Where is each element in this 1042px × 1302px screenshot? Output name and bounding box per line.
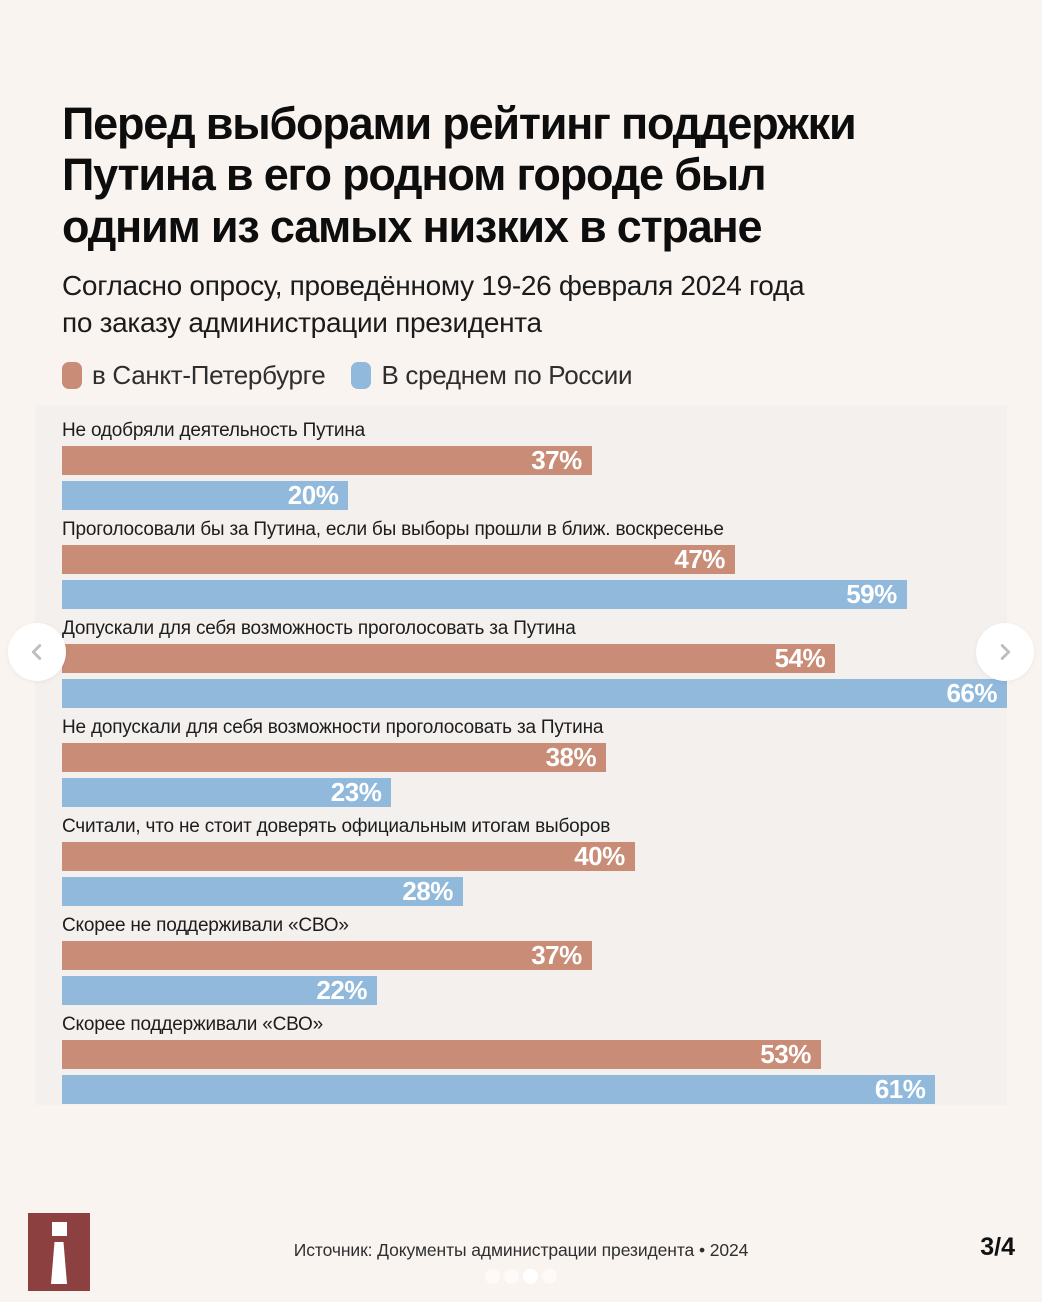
bar-value-label: 61%	[874, 1074, 926, 1104]
chart-row: Скорее поддерживали «СВО» 53% 61%	[62, 1015, 1007, 1104]
chart-row: Считали, что не стоит доверять официальн…	[62, 817, 1007, 906]
bar-value-label: 23%	[330, 777, 382, 807]
category-label: Проголосовали бы за Путина, если бы выбо…	[62, 519, 724, 540]
carousel-next-button[interactable]	[976, 623, 1034, 681]
legend-label-spb: в Санкт-Петербурге	[92, 360, 326, 390]
bar-value-label: 20%	[287, 480, 339, 510]
chart-panel: Не одобряли деятельность Путина 37% 20% Про…	[35, 405, 1007, 1105]
chart-legend: в Санкт-Петербурге В среднем по России	[62, 360, 633, 391]
bar-spb: 37%	[62, 446, 592, 475]
bar-value-label: 28%	[402, 876, 453, 906]
bar-russia: 28%	[62, 877, 463, 906]
bar-value-label: 37%	[531, 940, 582, 970]
chart-row: Проголосовали бы за Путина, если бы выбо…	[62, 520, 1007, 609]
category-label: Не допускали для себя возможности прогол…	[62, 717, 604, 738]
bar-value-label: 47%	[674, 544, 725, 574]
chevron-right-icon	[1000, 644, 1011, 660]
chart-row: Скорее не поддерживали «СВО» 37% 22%	[62, 916, 1007, 1005]
bar-value-label: 54%	[774, 643, 826, 673]
bar-russia: 23%	[62, 777, 392, 807]
bar-value-label: 40%	[574, 841, 625, 871]
bar-value-label: 37%	[531, 445, 582, 475]
legend-item-spb: в Санкт-Петербурге	[62, 360, 326, 391]
chart-rows: Не одобряли деятельность Путина 37% 20% Про…	[62, 421, 1007, 1104]
page-indicator: 3/4	[980, 1233, 1015, 1261]
bar-value-label: 53%	[760, 1039, 811, 1069]
bar-spb: 38%	[62, 742, 607, 772]
bar-value-label: 22%	[316, 975, 367, 1005]
title-line-2: Путина в его родном городе был	[62, 149, 767, 201]
bar-spb: 47%	[62, 545, 735, 574]
subtitle-line-1: Согласно опросу, проведённому 19-26 февр…	[62, 270, 805, 301]
bar-spb: 53%	[62, 1040, 821, 1069]
category-label: Допускали для себя возможность проголосо…	[62, 618, 576, 639]
bar-spb: 40%	[62, 842, 635, 871]
title-line-3: одним из самых низких в стране	[62, 200, 763, 252]
bar-russia: 66%	[62, 679, 1007, 708]
bar-spb: 37%	[62, 941, 592, 970]
istories-logo	[28, 1213, 90, 1291]
title-line-1: Перед выборами рейтинг поддержки	[62, 98, 857, 149]
carousel-dot-active	[523, 1269, 538, 1284]
category-label: Скорее поддерживали «СВО»	[62, 1014, 323, 1035]
logo-i-stem-icon	[51, 1242, 67, 1284]
legend-swatch-spb-icon	[62, 362, 82, 389]
category-label: Скорее не поддерживали «СВО»	[62, 915, 349, 936]
legend-label-russia: В среднем по России	[381, 360, 633, 390]
bar-russia: 20%	[62, 480, 349, 510]
legend-item-russia: В среднем по России	[351, 360, 633, 391]
carousel-dots	[0, 1269, 1042, 1284]
carousel-prev-button[interactable]	[8, 623, 66, 681]
bar-russia: 61%	[62, 1074, 936, 1104]
chevron-left-icon	[31, 644, 42, 660]
logo-i-dot-icon	[51, 1222, 67, 1236]
chart-row: Не допускали для себя возможности прогол…	[62, 718, 1007, 807]
carousel-dot	[504, 1269, 519, 1284]
carousel-dot	[485, 1269, 500, 1284]
bar-value-label: 66%	[946, 678, 997, 708]
chart-row: Допускали для себя возможность проголосо…	[62, 619, 1007, 708]
bar-spb: 54%	[62, 643, 836, 673]
chart-row: Не одобряли деятельность Путина 37% 20%	[62, 421, 1007, 510]
page-subtitle: Согласно опросу, проведённому 19-26 февр…	[62, 268, 805, 342]
bar-value-label: 59%	[846, 579, 897, 609]
carousel-dot	[542, 1269, 557, 1284]
subtitle-line-2: по заказу администрации президента	[62, 306, 542, 338]
legend-swatch-russia-icon	[351, 362, 372, 389]
category-label: Считали, что не стоит доверять официальн…	[62, 816, 611, 837]
category-label: Не одобряли деятельность Путина	[62, 420, 365, 441]
source-caption: Источник: Документы администрации презид…	[293, 1240, 749, 1260]
bar-russia: 22%	[62, 976, 377, 1005]
page-title: Перед выборами рейтинг поддержки Путина …	[62, 98, 857, 252]
bar-russia: 59%	[62, 580, 907, 609]
bar-value-label: 38%	[545, 742, 597, 772]
